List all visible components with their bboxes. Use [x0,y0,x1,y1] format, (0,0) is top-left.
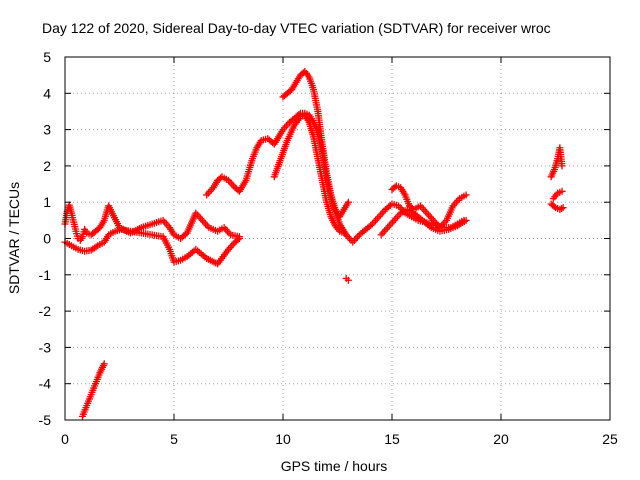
y-tick-label: 0 [43,231,51,247]
y-tick-label: -3 [39,339,52,355]
data-points [61,68,567,420]
series-track-late-mid [549,187,566,203]
data-point [92,243,100,251]
series-track-late-upper [547,144,566,181]
y-tick-label: 3 [43,122,51,138]
grid-lines [65,57,610,420]
x-tick-label: 5 [170,431,178,447]
x-axis-label: GPS time / hours [281,458,388,474]
axis-ticks: 0 5 10 15 20 25 -5 -4 -3 -2 -1 0 1 2 3 4 5 [39,49,618,447]
data-point [367,221,375,229]
series-track-e [279,68,352,221]
series-track-d [270,111,348,237]
data-point [235,235,243,242]
x-tick-label: 10 [275,431,291,447]
data-point [550,202,558,210]
y-tick-label: -1 [39,267,52,283]
y-tick-label: 2 [43,158,51,174]
series-track-late-low [547,200,567,213]
data-point [558,187,566,195]
x-tick-label: 15 [384,431,400,447]
data-point [462,216,470,224]
y-tick-label: 5 [43,49,51,65]
data-point [340,229,348,237]
y-tick-label: 1 [43,194,51,210]
y-tick-label: -5 [39,412,52,428]
x-tick-label: 0 [61,431,69,447]
series-track-b [61,225,243,268]
x-tick-label: 25 [602,431,618,447]
data-point [559,204,567,212]
data-point [462,191,470,199]
data-point [344,198,352,206]
data-point [344,276,352,284]
series-track-a [61,201,243,244]
series-track-g [377,205,470,239]
y-tick-label: -4 [39,376,52,392]
data-point [386,201,394,209]
data-point [557,205,565,213]
series-track-early-drop [78,360,108,420]
y-tick-label: -2 [39,303,52,319]
y-axis-label: SDTVAR / TECUs [6,182,22,294]
chart-title: Day 122 of 2020, Sidereal Day-to-day VTE… [42,20,551,36]
x-tick-label: 20 [493,431,509,447]
data-point [558,162,566,170]
data-point [100,360,108,368]
series-outlier-13h [342,274,352,284]
data-point [234,236,242,244]
y-tick-label: 4 [43,85,51,101]
